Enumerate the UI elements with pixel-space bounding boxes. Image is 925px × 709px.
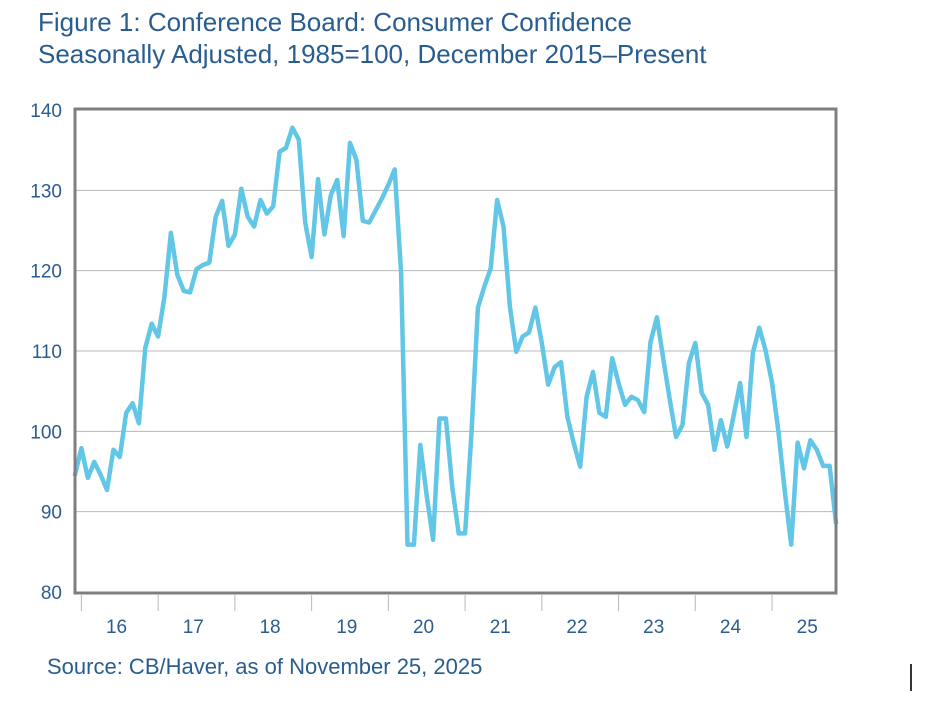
chart-title: Figure 1: Conference Board: Consumer Con… xyxy=(38,6,707,70)
series-line xyxy=(72,125,839,547)
y-tick-label: 130 xyxy=(30,181,62,202)
y-tick-label: 110 xyxy=(32,342,62,363)
plot-frame xyxy=(73,107,838,595)
y-axis: 80 90 100 110 120 130 140 xyxy=(30,101,62,604)
x-tick-label: 24 xyxy=(720,617,742,638)
x-tick-label: 19 xyxy=(336,617,357,638)
divider xyxy=(910,664,912,691)
x-tick-label: 20 xyxy=(413,617,434,638)
y-tick-label: 100 xyxy=(30,422,62,443)
x-axis: 16 17 18 19 20 21 22 23 24 25 xyxy=(80,595,818,638)
x-tick-label: 22 xyxy=(566,617,587,638)
y-tick-label: 80 xyxy=(41,583,62,604)
chart-subtitle: Seasonally Adjusted, 1985=100, December … xyxy=(38,39,707,69)
chart-title-line: Figure 1: Conference Board: Consumer Con… xyxy=(38,7,632,37)
gridlines xyxy=(75,189,836,513)
x-tick-label: 23 xyxy=(643,617,664,638)
y-tick-label: 90 xyxy=(41,503,62,524)
x-tick-label: 25 xyxy=(797,617,818,638)
x-tick-label: 16 xyxy=(106,617,127,638)
series-layer xyxy=(72,125,839,547)
source-note: Source: CB/Haver, as of November 25, 202… xyxy=(47,654,483,679)
y-tick-label: 120 xyxy=(30,262,62,283)
y-tick-label: 140 xyxy=(30,101,62,122)
x-tick-label: 18 xyxy=(259,617,280,638)
x-tick-label: 21 xyxy=(490,617,511,638)
x-tick-label: 17 xyxy=(183,617,204,638)
